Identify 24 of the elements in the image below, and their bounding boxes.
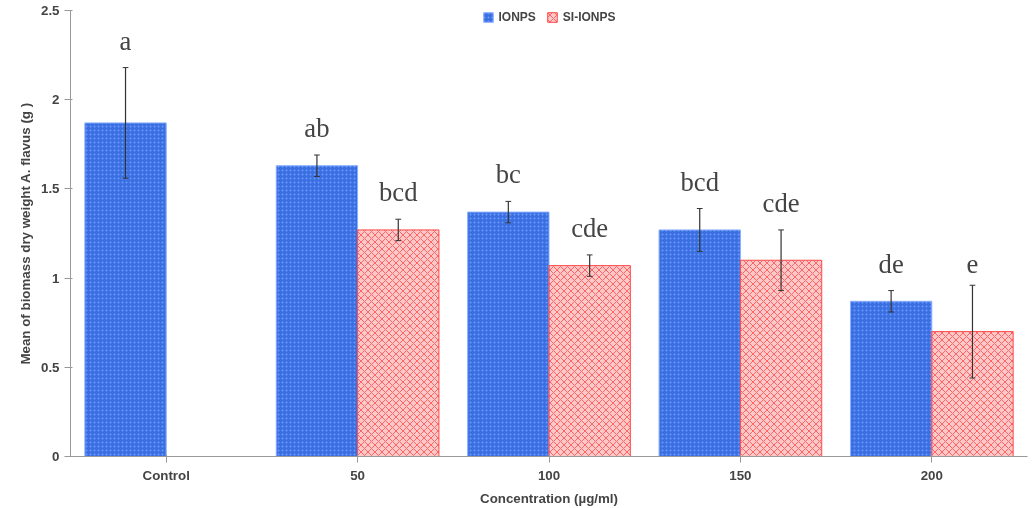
data-label: e [966,249,979,280]
legend-label: IONPS [498,10,536,24]
data-label: bcd [379,177,418,208]
data-label: de [878,248,904,279]
data-label: bcd [680,166,719,197]
y-tick-label: 2 [52,92,60,108]
data-label: cde [762,187,800,218]
y-tick-label: 1.5 [40,181,61,197]
x-tick-label: 150 [729,467,752,483]
data-label: ab [304,113,330,143]
y-tick-label: 0 [52,449,60,464]
x-tick-label: Control [142,467,190,483]
y-tick-label: 2.5 [40,3,61,18]
data-label: bc [495,159,522,190]
x-tick-label: 200 [920,467,943,483]
y-axis-title: Mean of biomass dry weight A. flavus (g ) [17,102,33,365]
data-label: a [119,25,132,56]
data-label: cde [571,212,609,243]
legend-label: SI-IONPS [562,10,616,24]
y-tick-label: 1 [52,270,61,286]
x-tick-label: 50 [350,467,366,483]
x-axis-title: Concentration (µg/ml) [480,490,618,506]
x-tick-label: 100 [537,467,561,483]
y-tick-label: 0.5 [40,359,61,375]
